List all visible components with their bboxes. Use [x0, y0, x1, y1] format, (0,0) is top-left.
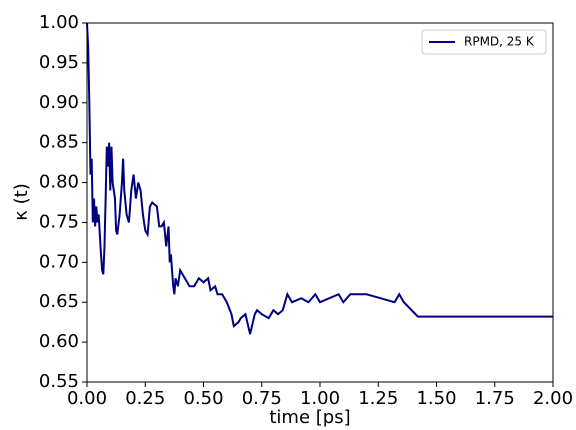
- y-tick-label: 0.80: [39, 172, 79, 193]
- x-tick-label: 0.75: [242, 388, 282, 409]
- legend-label: RPMD, 25 K: [464, 35, 535, 49]
- y-tick-label: 0.75: [39, 211, 79, 232]
- y-tick-label: 0.65: [39, 291, 79, 312]
- x-tick-label: 1.25: [358, 388, 398, 409]
- data-line: [86, 22, 553, 335]
- x-tick-label: 1.00: [300, 388, 340, 409]
- x-tick-label: 0.25: [125, 388, 165, 409]
- x-tick-label: 1.75: [475, 388, 515, 409]
- y-tick-label: 1.00: [39, 12, 79, 33]
- y-tick-label: 0.70: [39, 251, 79, 272]
- x-axis-label: time [ps]: [269, 407, 350, 428]
- y-tick-label: 0.60: [39, 331, 79, 352]
- y-tick-label: 0.95: [39, 52, 79, 73]
- x-tick-label: 0.00: [67, 388, 107, 409]
- y-tick-label: 0.85: [39, 132, 79, 153]
- x-tick-label: 0.50: [183, 388, 223, 409]
- y-tick-label: 0.55: [39, 371, 79, 392]
- y-tick-label: 0.90: [39, 92, 79, 113]
- plot-frame: [86, 22, 554, 383]
- legend-box: [421, 29, 547, 55]
- x-tick-label: 1.50: [416, 388, 456, 409]
- y-axis-label: κ (t): [11, 183, 32, 220]
- x-tick-label: 2.00: [533, 388, 573, 409]
